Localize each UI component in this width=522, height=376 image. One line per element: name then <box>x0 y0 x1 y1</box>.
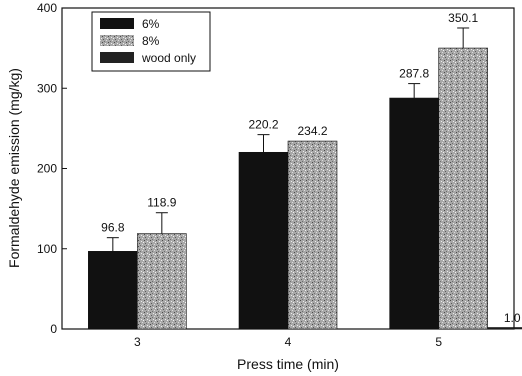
legend-label-8pct: 8% <box>142 34 160 48</box>
data-label: 350.1 <box>448 11 478 25</box>
bar-8--5 <box>438 47 488 330</box>
bar-6--5 <box>389 97 439 330</box>
legend-swatch-8pct <box>100 35 134 46</box>
data-label: 234.2 <box>297 124 327 138</box>
y-tick-label: 0 <box>50 322 57 336</box>
y-axis: 0 100 200 300 400 <box>37 1 67 336</box>
y-tick-label: 100 <box>37 242 57 256</box>
y-tick-label: 400 <box>37 1 57 15</box>
data-label: 1.0 <box>504 311 521 325</box>
legend-label-wood-only: wood only <box>141 51 196 65</box>
x-axis-title: Press time (min) <box>237 356 339 372</box>
data-labels: 96.8 220.2 287.8 118.9 234.2 350.1 1.0 <box>101 11 521 325</box>
y-tick-label: 200 <box>37 162 57 176</box>
x-tick-label: 5 <box>435 335 442 349</box>
bar-6--4 <box>238 151 289 330</box>
bar-6--3 <box>88 251 138 330</box>
legend: 6% 8% wood only <box>91 11 211 72</box>
legend-swatch-wood-only <box>100 52 134 63</box>
data-label: 118.9 <box>147 196 176 210</box>
x-tick-label: 3 <box>134 335 141 349</box>
bars <box>88 27 522 330</box>
bar-wood-only-5 <box>487 327 522 330</box>
data-label: 220.2 <box>248 118 278 132</box>
legend-swatch-6pct <box>100 18 134 29</box>
legend-label-6pct: 6% <box>142 17 160 31</box>
bar-8--3 <box>137 233 187 330</box>
bar-8--4 <box>287 140 338 330</box>
x-tick-label: 4 <box>285 335 292 349</box>
data-label: 287.8 <box>399 67 429 81</box>
y-axis-title: Formaldehyde emission (mg/kg) <box>6 68 22 268</box>
data-label: 96.8 <box>101 221 125 235</box>
y-tick-label: 300 <box>37 81 57 95</box>
